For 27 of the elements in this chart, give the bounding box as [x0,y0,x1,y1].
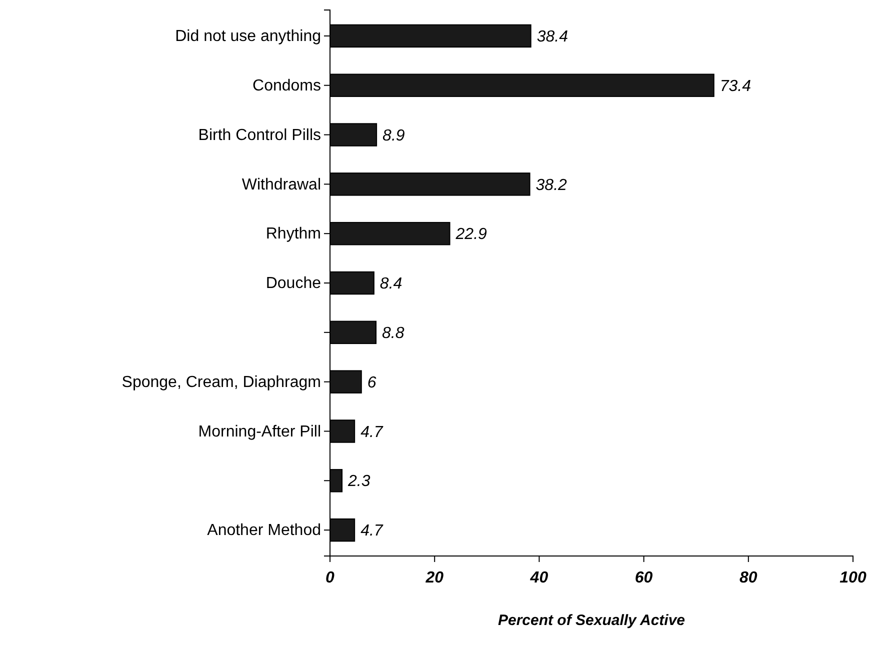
data-label: 8.9 [382,127,405,144]
y-tick-label: Another Method [207,522,321,540]
x-tick-label: 40 [529,570,548,587]
y-tick-label: Did not use anything [175,28,321,46]
y-tick-label: Morning-After Pill [198,423,321,440]
y-tick-label: Withdrawal [242,176,321,194]
y-tick-label: Douche [266,275,322,292]
data-label: 4.7 [360,424,384,441]
data-label: 73.4 [720,78,752,95]
x-tick-label: 20 [424,570,444,587]
x-tick-label: 0 [326,570,335,587]
data-label: 6 [367,374,376,392]
y-tick-label: Sponge, Cream, Diaphragm [122,374,321,391]
y-tick-label: Condoms [252,77,321,94]
data-label: 2.3 [347,473,370,490]
y-tick-label: Rhythm [266,226,321,243]
data-label: 8.4 [380,276,402,293]
x-tick-label: 100 [840,570,866,587]
data-label: 38.4 [536,28,568,46]
x-tick-label: 80 [740,570,758,587]
data-label: 22.9 [454,226,488,244]
data-label: 8.8 [382,325,404,342]
y-tick-label: Birth Control Pills [198,126,321,144]
data-label: 4.7 [360,522,384,540]
x-tick-label: 60 [634,570,653,587]
x-axis-title: Percent of Sexually Active [498,612,686,629]
data-label: 38.2 [536,176,568,194]
